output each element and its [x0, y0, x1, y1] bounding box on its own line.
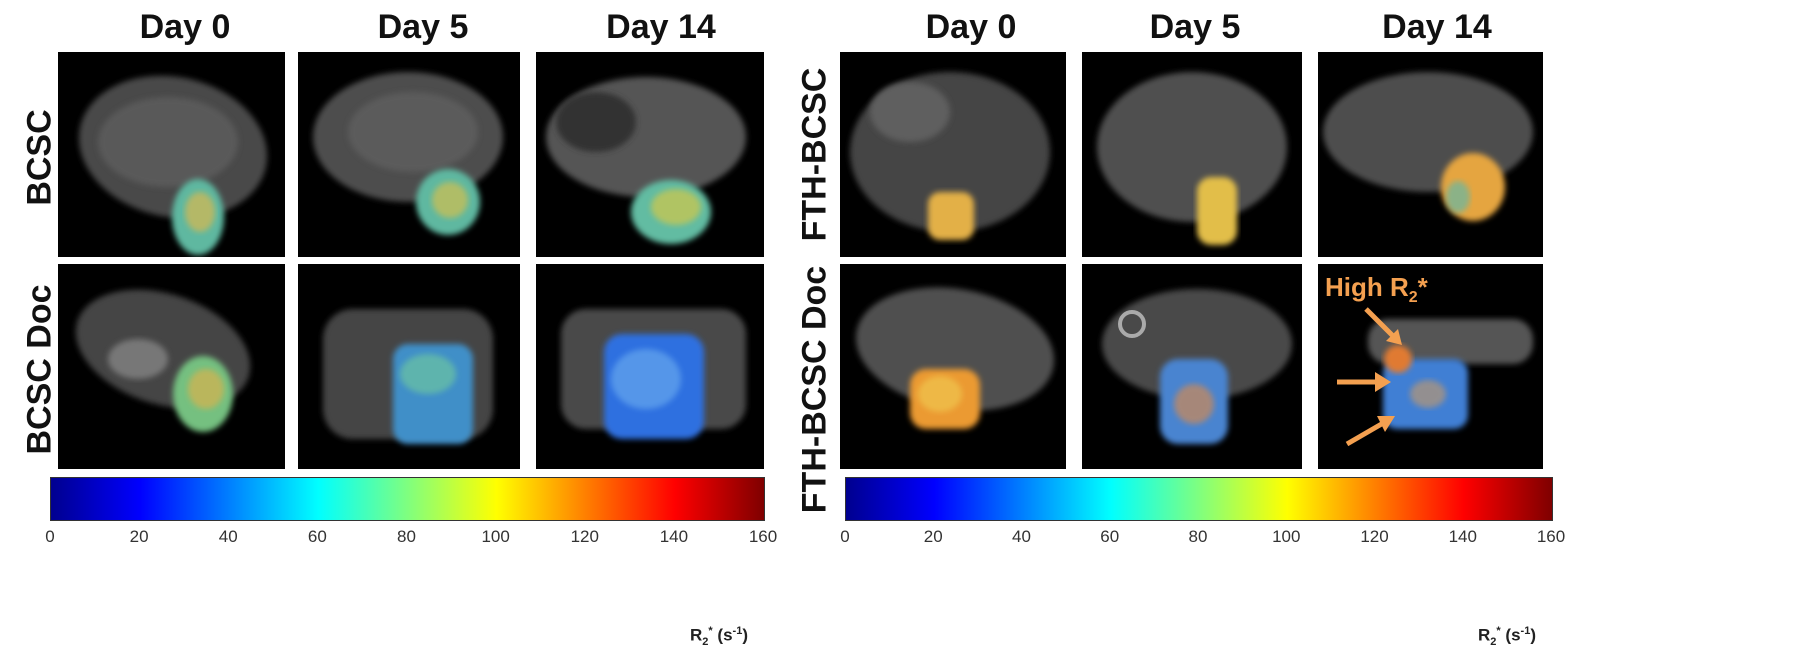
row-label-bcsc: BCSC — [20, 109, 59, 206]
colorbar-tick-right-80: 80 — [1188, 527, 1208, 546]
annotation-arrow-1 — [1364, 307, 1402, 345]
mri-panel-fth-bcsc-day5 — [1082, 52, 1302, 257]
colorbar-tick-right-120: 120 — [1360, 527, 1389, 546]
colorbar-tick-left-60: 60 — [307, 527, 327, 546]
mri-panel-bcsc-day5 — [298, 52, 520, 257]
mri-panel-fth-bcsc-doc-day0 — [840, 264, 1066, 469]
colorbar-tick-right-20: 20 — [923, 527, 943, 546]
colorbar-right — [845, 477, 1553, 521]
colorbar-unit-left: R2* (s-1) — [690, 625, 748, 649]
mri-panel-fth-bcsc-doc-day5 — [1082, 264, 1302, 469]
colorbar-tick-left-0: 0 — [45, 527, 55, 546]
column-label-left-day-14: Day 14 — [606, 8, 716, 46]
colorbar-unit-right: R2* (s-1) — [1478, 625, 1536, 649]
colorbar-tick-left-160: 160 — [748, 527, 778, 546]
mri-panel-fth-bcsc-day0 — [840, 52, 1066, 257]
colorbar-tick-right-40: 40 — [1012, 527, 1031, 546]
mri-panel-bcsc-day14 — [536, 52, 764, 257]
annotation-high-r2: High R2* — [1325, 272, 1428, 307]
column-label-right-day-14: Day 14 — [1382, 8, 1492, 46]
colorbar-tick-left-20: 20 — [129, 527, 149, 546]
mri-panel-bcsc-doc-day14 — [536, 264, 764, 469]
colorbar-tick-left-40: 40 — [218, 527, 238, 546]
row-label-fth-bcsc-doc: FTH-BCSC Doc — [795, 265, 834, 514]
colorbar-tick-right-0: 0 — [840, 527, 850, 546]
colorbar-tick-left-80: 80 — [397, 527, 416, 546]
mri-panel-bcsc-day0 — [58, 52, 285, 257]
colorbar-tick-left-100: 100 — [481, 527, 510, 546]
colorbar-tick-left-120: 120 — [570, 527, 599, 546]
colorbar-tick-right-160: 160 — [1536, 527, 1566, 546]
mri-panel-fth-bcsc-doc-day14 — [1318, 264, 1543, 469]
mri-panel-bcsc-doc-day5 — [298, 264, 520, 469]
colorbar-tick-right-140: 140 — [1448, 527, 1477, 546]
colorbar-tick-right-100: 100 — [1272, 527, 1301, 546]
mri-panel-bcsc-doc-day0 — [58, 264, 285, 469]
colorbar-left — [50, 477, 765, 521]
row-label-bcsc-doc: BCSC Doc — [20, 284, 59, 455]
column-label-right-day-0: Day 0 — [925, 8, 1017, 46]
row-label-fth-bcsc: FTH-BCSC — [795, 67, 834, 242]
colorbar-tick-left-140: 140 — [659, 527, 689, 546]
column-label-left-day-0: Day 0 — [139, 8, 231, 46]
colorbar-tick-right-60: 60 — [1100, 527, 1120, 546]
column-label-right-day-5: Day 5 — [1149, 8, 1241, 46]
mri-panel-fth-bcsc-day14 — [1318, 52, 1543, 257]
annotation-arrow-2 — [1337, 372, 1391, 392]
column-label-left-day-5: Day 5 — [377, 8, 469, 46]
annotation-arrow-3 — [1345, 416, 1395, 447]
